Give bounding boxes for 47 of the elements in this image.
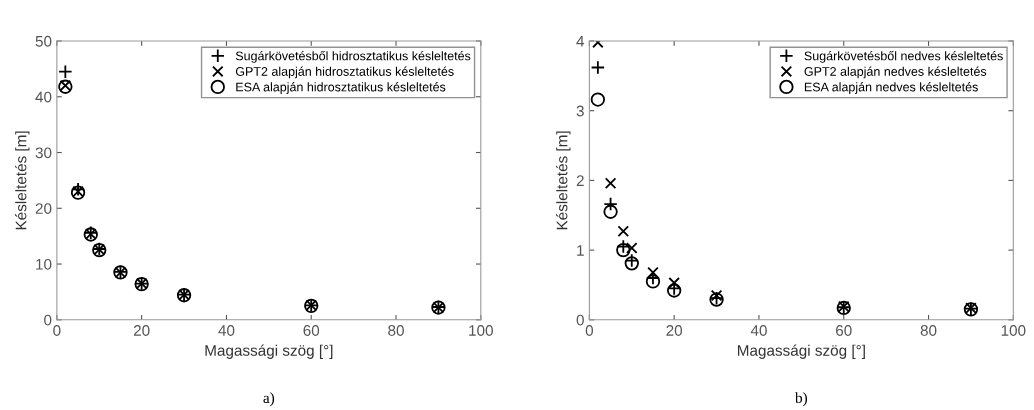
point <box>603 204 618 219</box>
x-tick-label: 20 <box>133 325 150 336</box>
x-tick-label: 100 <box>1001 325 1026 336</box>
point <box>590 92 606 107</box>
point <box>616 239 631 254</box>
y-tick-label: 30 <box>35 147 52 159</box>
point <box>626 242 638 254</box>
x-axis-title: Magassági szög [°] <box>737 344 865 359</box>
y-axis-title: Késleltetés [m] <box>15 131 30 230</box>
x-tick-label: 100 <box>469 325 493 336</box>
x-tick-label: 0 <box>53 325 61 336</box>
y-tick-label: 0 <box>44 314 52 326</box>
legend-label: GPT2 alapján nedves késleltetés <box>804 66 987 79</box>
x-tick-label: 80 <box>388 325 404 336</box>
point <box>590 60 606 75</box>
y-tick-label: 20 <box>35 203 52 214</box>
text: a) <box>263 392 275 407</box>
y-tick-label: 4 <box>576 36 585 47</box>
point <box>603 196 618 212</box>
legend-label: GPT2 alapján hidrosztatikus késleltetés <box>235 66 454 79</box>
legend-label: ESA alapján nedves késleltetés <box>804 82 978 94</box>
legend-label: Sugárkövetésből nedves késleltetés <box>804 51 1003 63</box>
x-tick-label: 20 <box>666 325 683 336</box>
point <box>710 289 723 302</box>
y-tick-label: 50 <box>35 35 52 47</box>
y-tick-label: 0 <box>576 314 584 326</box>
y-tick-label: 1 <box>577 245 584 256</box>
y-tick-label: 3 <box>576 105 584 117</box>
legend-label: Sugárkövetésből hidrosztatikus késleltetés <box>235 51 471 63</box>
x-tick-label: 60 <box>303 325 320 336</box>
x-tick-label: 80 <box>920 325 937 336</box>
point <box>645 274 661 289</box>
x-tick-label: 0 <box>585 325 594 336</box>
point <box>58 64 73 79</box>
point <box>617 225 630 238</box>
legend-label: ESA alapján hidrosztatikus késleltetés <box>236 82 446 94</box>
y-tick-label: 2 <box>576 175 584 186</box>
y-axis-title: Késleltetés [m] <box>556 131 571 230</box>
text: b) <box>794 392 808 407</box>
x-tick-label: 40 <box>218 325 235 336</box>
point <box>604 177 617 189</box>
y-tick-label: 40 <box>35 91 52 103</box>
x-axis-title: Magassági szög [°] <box>205 344 333 359</box>
y-tick-label: 10 <box>36 258 52 270</box>
point <box>616 242 631 258</box>
x-tick-label: 40 <box>750 325 767 336</box>
x-tick-label: 60 <box>836 325 852 336</box>
